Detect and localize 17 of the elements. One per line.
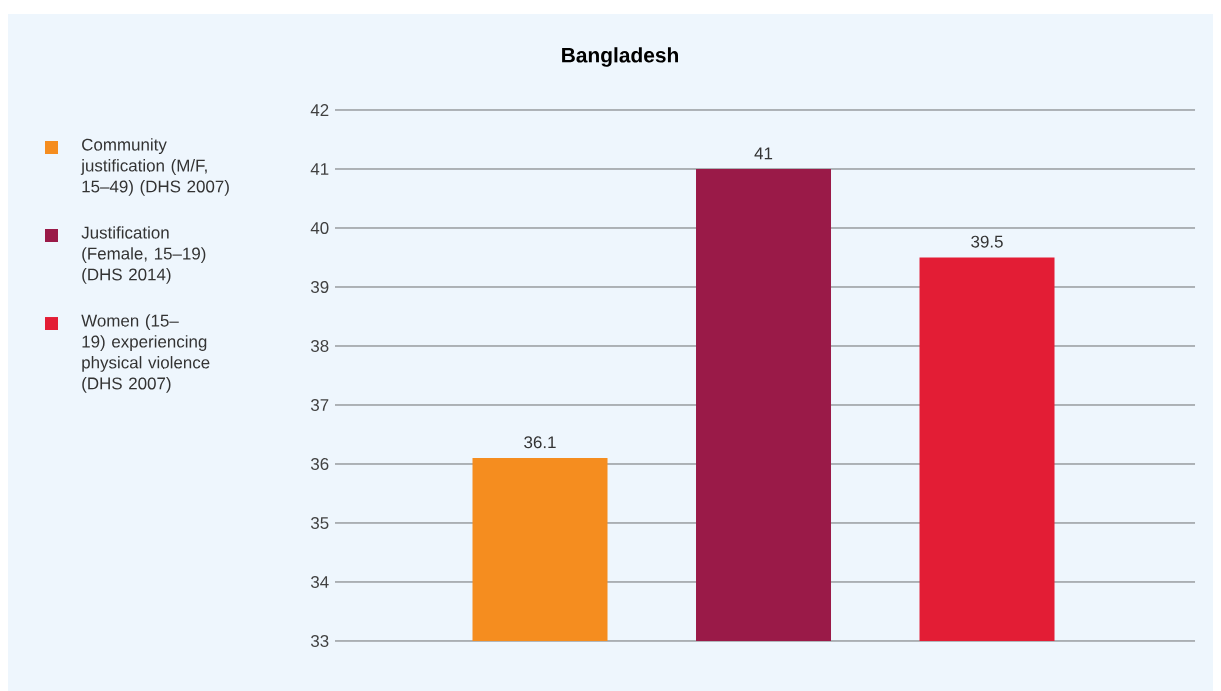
legend-label: Community justification (M/F, 15–49) (DHS 2007) [80,138,229,196]
legend-label: Justification (Female, 15–19) (DHS 2014) [81,226,206,284]
y-tick-label: 34 [310,575,329,588]
chart-title: Bangladesh [562,47,678,67]
legend-label: Women (15–19) experiencing physical violence (DHS 2007) [81,314,210,393]
y-tick-label: 42 [310,104,329,116]
y-tick-label: 39 [310,280,329,293]
y-tick-label: 33 [310,634,329,647]
y-tick-label: 36 [310,457,329,470]
data-label: 36.1 [524,436,556,449]
y-tick-label: 35 [310,516,329,529]
y-tick-label: 41 [310,163,329,175]
y-tick-label: 37 [310,398,329,411]
y-tick-label: 38 [310,339,329,352]
data-label: 39.5 [971,235,1003,248]
data-label: 41 [754,147,773,160]
y-tick-label: 40 [310,221,329,234]
